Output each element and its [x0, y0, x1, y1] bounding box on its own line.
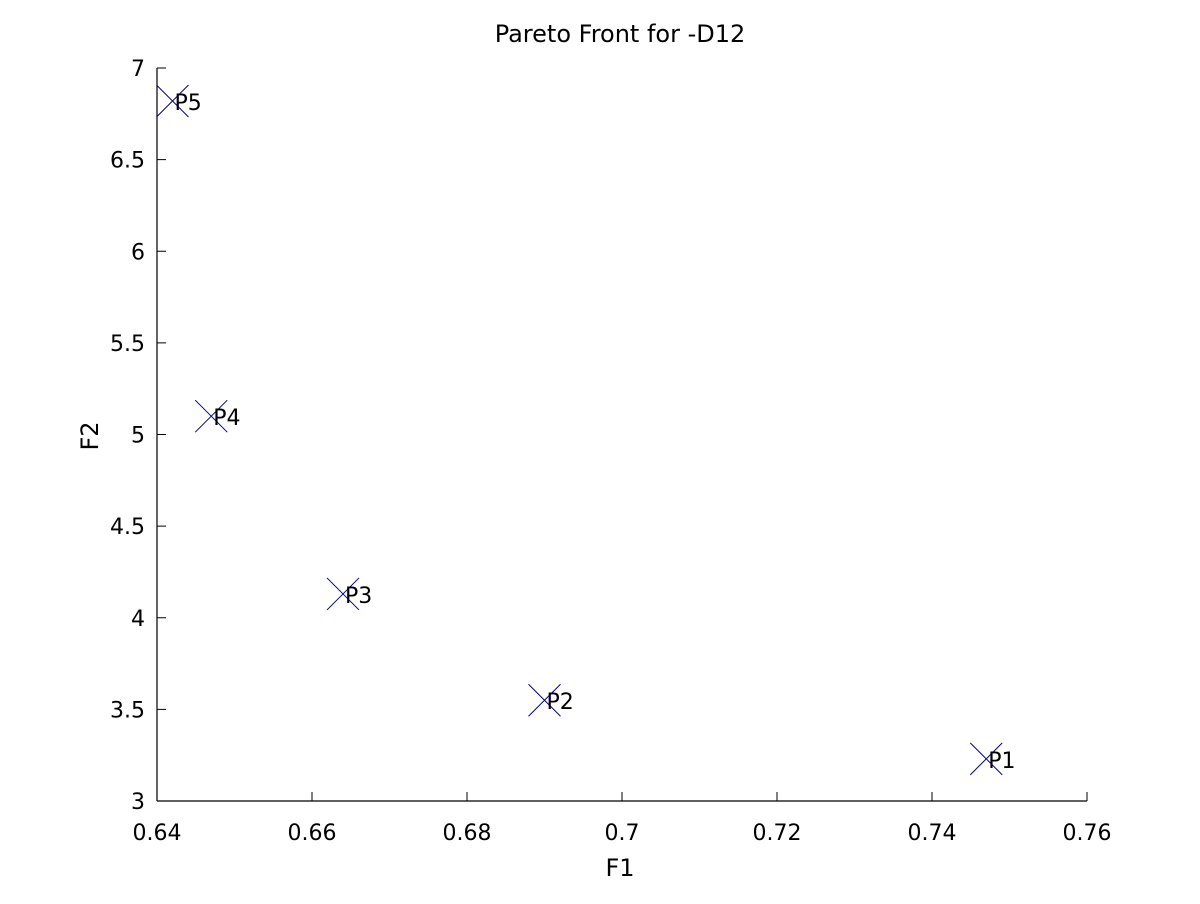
- x-tick-label: 0.76: [1063, 821, 1112, 846]
- point-label: P2: [547, 690, 574, 715]
- y-tick-label: 7: [131, 57, 145, 82]
- y-tick-label: 3.5: [110, 698, 145, 723]
- x-marker-stroke: [194, 399, 228, 433]
- y-tick-label: 3: [131, 790, 145, 815]
- x-tick-label: 0.66: [288, 821, 337, 846]
- chart-title: Pareto Front for -D12: [495, 20, 746, 48]
- x-marker-stroke: [969, 742, 1003, 776]
- ticks: 0.64 0.66 0.68 0.7 0.72 0.74 0.76 3 3.5 4 4.5 5 5.5 6…: [110, 57, 1111, 846]
- y-tick-label: 5.5: [110, 332, 145, 357]
- x-marker-stroke: [156, 84, 189, 118]
- x-marker-stroke: [528, 683, 561, 717]
- point-label: P1: [988, 749, 1015, 774]
- x-tick-label: 0.74: [908, 821, 957, 846]
- point-label: P3: [345, 584, 372, 609]
- data-point-p5: P5: [156, 84, 202, 118]
- y-tick-label: 6: [131, 240, 145, 265]
- data-point-p4: P4: [194, 399, 241, 433]
- data-point-p2: P2: [528, 683, 574, 717]
- y-axis-label: F2: [76, 421, 104, 450]
- x-tick-label: 0.64: [133, 821, 182, 846]
- y-tick-label: 4.5: [110, 515, 145, 540]
- y-tick-label: 4: [131, 607, 145, 632]
- y-tick-label: 5: [131, 424, 145, 449]
- axes: [156, 68, 1087, 802]
- x-tick-label: 0.68: [443, 821, 492, 846]
- x-tick-label: 0.7: [605, 821, 640, 846]
- point-label: P5: [175, 91, 202, 116]
- x-marker-stroke: [326, 577, 360, 611]
- data-points: P1 P2 P3 P4 P5: [156, 84, 1016, 776]
- data-point-p1: P1: [969, 742, 1016, 776]
- x-tick-label: 0.72: [753, 821, 802, 846]
- point-label: P4: [213, 406, 240, 431]
- y-tick-label: 6.5: [110, 149, 145, 174]
- data-point-p3: P3: [326, 577, 372, 611]
- x-axis-label: F1: [605, 854, 634, 882]
